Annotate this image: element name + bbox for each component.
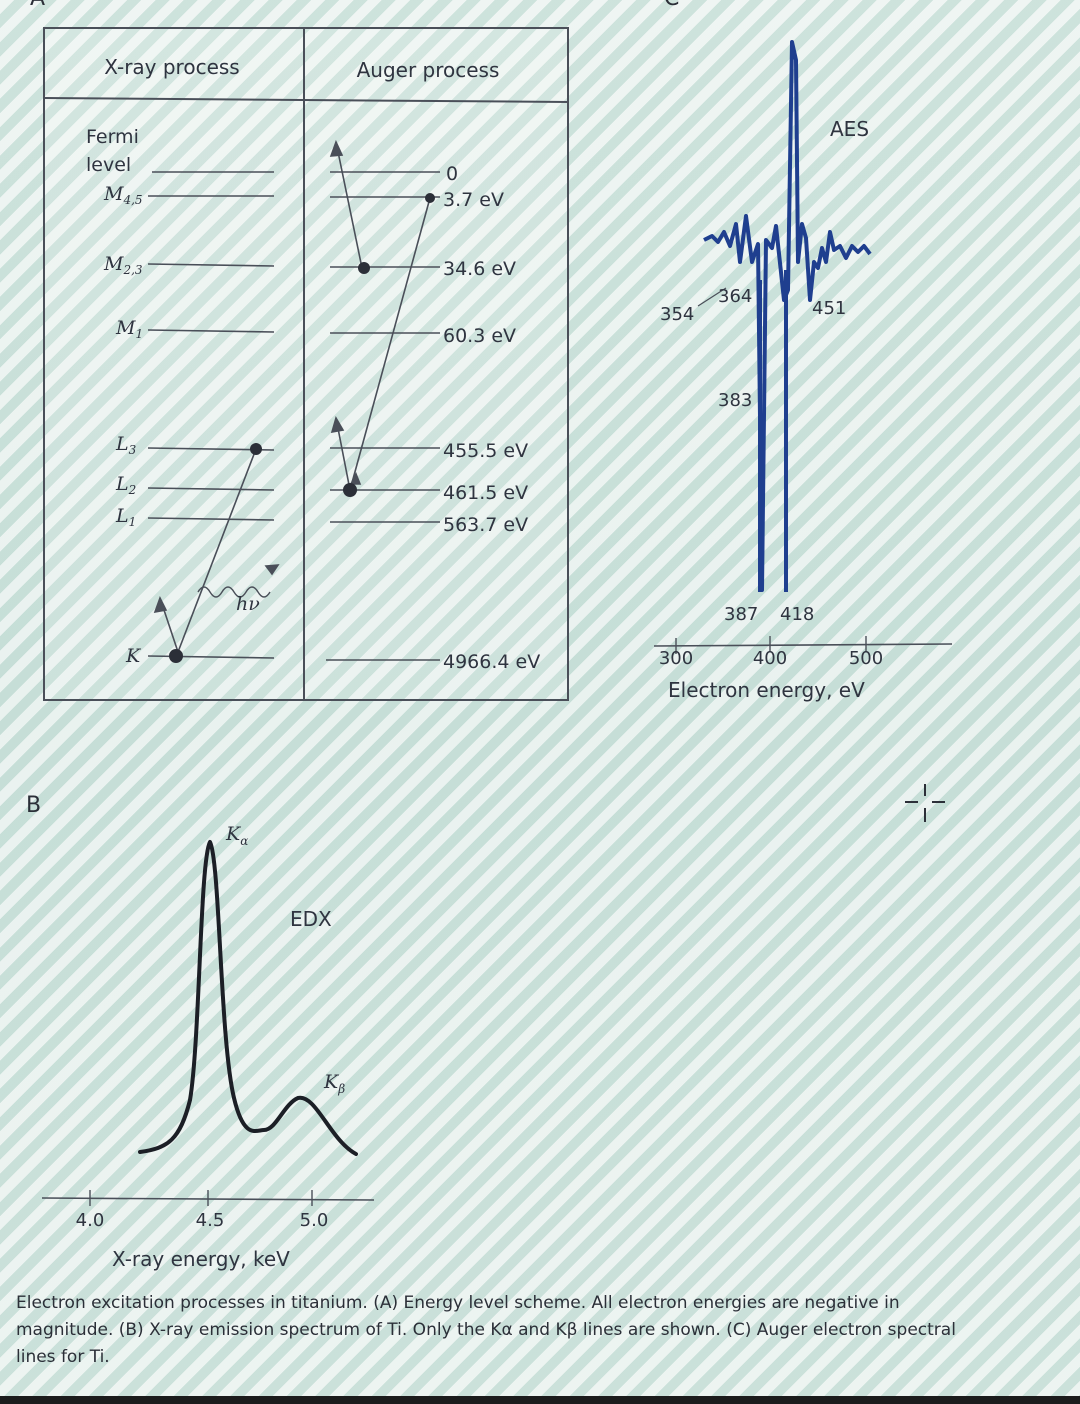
edx-tick-5-0: 5.0 bbox=[300, 1210, 329, 1231]
aes-xlabel: Electron energy, eV bbox=[668, 678, 865, 702]
k-alpha-label: Kα bbox=[225, 823, 248, 848]
figure-caption: Electron excitation processes in titaniu… bbox=[16, 1293, 956, 1367]
table-frame bbox=[43, 27, 569, 701]
auger-transitions bbox=[329, 139, 431, 491]
peak-354: 354 bbox=[660, 304, 694, 325]
energy-level-diagram: X-ray process Auger process Fermi level … bbox=[43, 27, 569, 701]
peak-451: 451 bbox=[812, 298, 846, 319]
peak-364: 364 bbox=[718, 286, 752, 307]
photon-label: hν bbox=[236, 593, 260, 615]
peak-387: 387 bbox=[724, 604, 758, 625]
edx-tick-4-5: 4.5 bbox=[196, 1210, 225, 1231]
energy-m23: 34.6 eV bbox=[443, 258, 516, 280]
panel-b-letter: B bbox=[26, 793, 42, 818]
k-hole bbox=[169, 649, 183, 663]
l3-electron bbox=[250, 443, 262, 455]
edx-xlabel: X-ray energy, keV bbox=[112, 1247, 290, 1271]
peak-383: 383 bbox=[718, 390, 752, 411]
fermi-label-line2: level bbox=[86, 154, 131, 176]
energy-fermi: 0 bbox=[446, 163, 458, 185]
energy-l1: 563.7 eV bbox=[443, 514, 528, 536]
edx-spectrum: Kα Kβ EDX 4.0 4.5 5.0 X-ray energy, keV bbox=[41, 823, 375, 1271]
aes-x-axis bbox=[653, 643, 953, 647]
peak-418: 418 bbox=[780, 604, 814, 625]
k-beta-label: Kβ bbox=[323, 1071, 345, 1096]
aes-spectrum-line bbox=[703, 40, 872, 592]
panel-c-letter: C bbox=[664, 0, 679, 11]
aes-title: AES bbox=[830, 117, 869, 141]
screen-bottom-edge bbox=[0, 1396, 1080, 1404]
panel-a-letter: A bbox=[30, 0, 45, 11]
aes-spectrum: AES 354 364 383 387 418 451 300 400 500 … bbox=[653, 40, 953, 702]
l2-hole bbox=[343, 483, 357, 497]
xray-transition bbox=[153, 448, 280, 653]
energy-l2: 461.5 eV bbox=[443, 482, 528, 504]
label-k: K bbox=[125, 645, 142, 667]
aes-tick-400: 400 bbox=[753, 648, 787, 669]
m45-electron bbox=[425, 193, 435, 203]
fermi-label-line1: Fermi bbox=[86, 126, 139, 148]
m23-electron bbox=[358, 262, 370, 274]
edx-tick-4-0: 4.0 bbox=[76, 1210, 105, 1231]
energy-k: 4966.4 eV bbox=[443, 651, 540, 673]
header-divider bbox=[43, 97, 569, 103]
energy-l3: 455.5 eV bbox=[443, 440, 528, 462]
energy-m45: 3.7 eV bbox=[443, 189, 504, 211]
aes-tick-500: 500 bbox=[849, 648, 883, 669]
xray-process-header: X-ray process bbox=[104, 55, 239, 79]
auger-process-header: Auger process bbox=[357, 58, 500, 82]
aes-tick-300: 300 bbox=[659, 648, 693, 669]
energy-m1: 60.3 eV bbox=[443, 325, 516, 347]
edx-title: EDX bbox=[290, 907, 332, 931]
edx-spectrum-line bbox=[138, 840, 358, 1156]
crosshair-icon bbox=[905, 784, 945, 822]
